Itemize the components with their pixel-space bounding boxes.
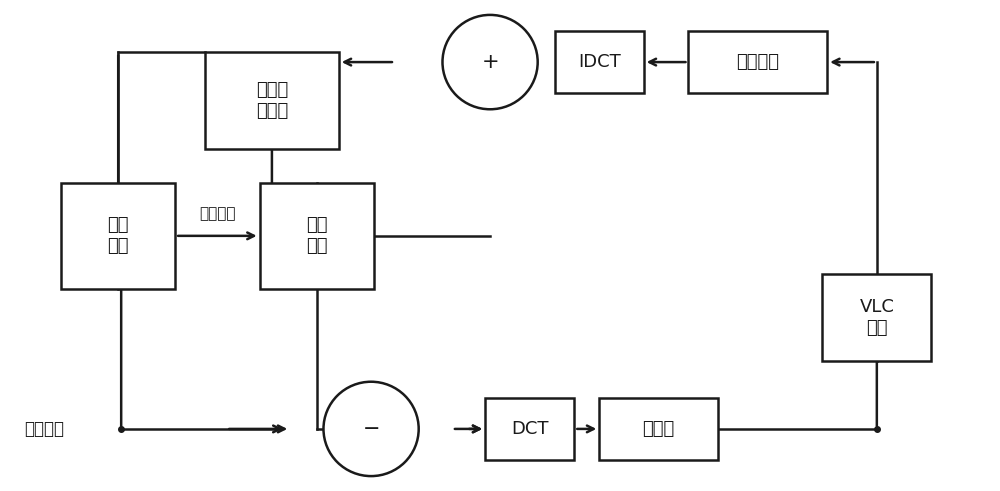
Text: DCT: DCT (511, 420, 548, 438)
Text: VLC
编码: VLC 编码 (859, 299, 894, 337)
Text: IDCT: IDCT (578, 53, 621, 71)
Text: 运动向量: 运动向量 (199, 206, 236, 221)
Text: 输入图像: 输入图像 (24, 420, 64, 438)
Text: 以前帧
缓冲器: 以前帧 缓冲器 (256, 82, 288, 120)
Bar (599, 398, 718, 460)
Text: −: − (362, 419, 380, 439)
Text: 量子化: 量子化 (643, 420, 675, 438)
Text: 运动
预测: 运动 预测 (107, 217, 129, 255)
Bar (822, 274, 931, 361)
Bar (205, 53, 339, 149)
Bar (485, 398, 574, 460)
Ellipse shape (442, 15, 538, 109)
Text: +: + (481, 52, 499, 72)
Bar (61, 183, 175, 289)
Bar (688, 31, 827, 93)
Text: 逆量子化: 逆量子化 (736, 53, 779, 71)
Bar (555, 31, 644, 93)
Bar (260, 183, 374, 289)
Ellipse shape (323, 382, 419, 476)
Text: 与动
补偿: 与动 补偿 (306, 217, 327, 255)
